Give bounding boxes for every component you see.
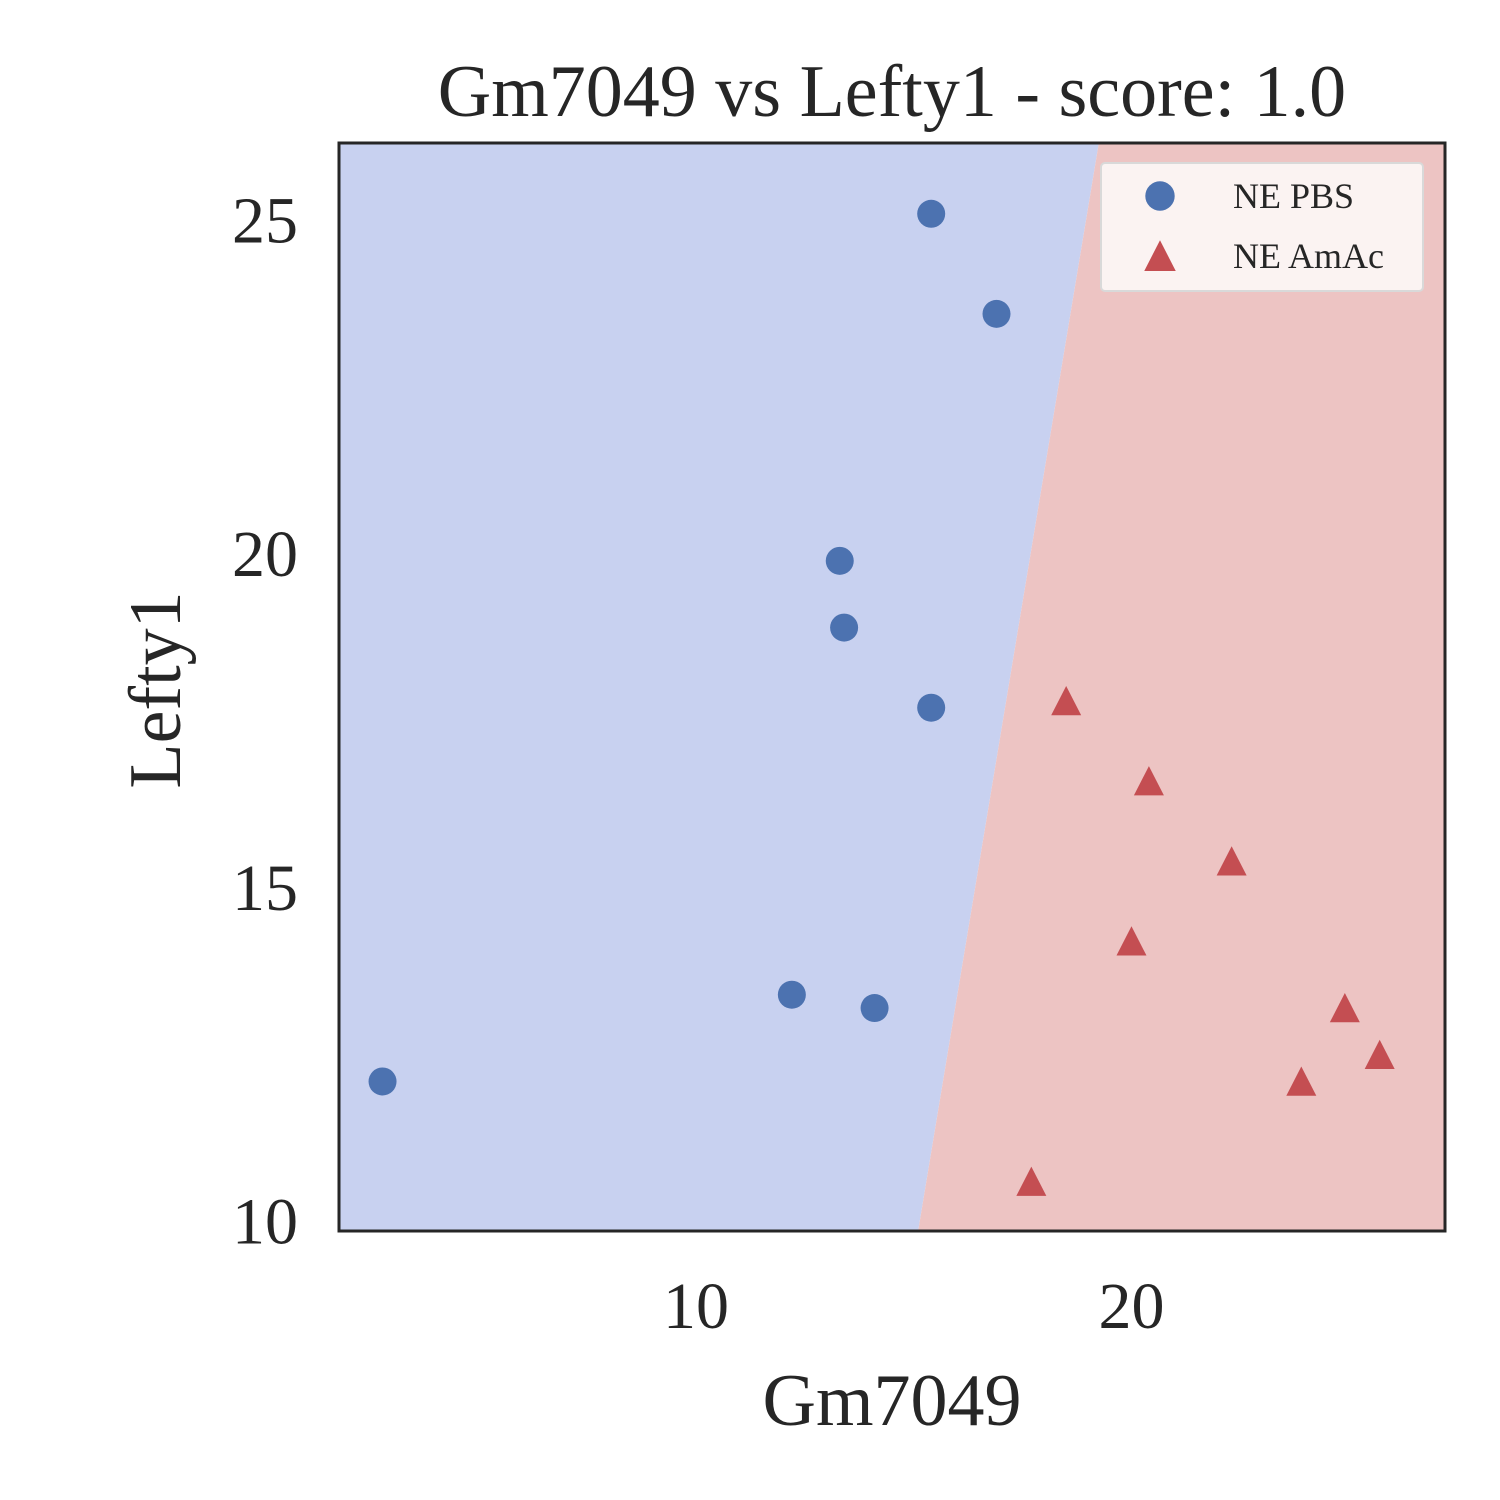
x-tick-label: 10 xyxy=(663,1270,729,1343)
ne-amac-point xyxy=(1286,1066,1317,1096)
decision-regions xyxy=(339,143,1445,1231)
ne-amac-point xyxy=(1216,846,1247,876)
legend: NE PBS NE AmAc xyxy=(1100,162,1424,292)
ne-pbs-point xyxy=(982,299,1011,328)
ne-pbs-point xyxy=(860,994,889,1023)
ne-pbs-point xyxy=(917,199,946,228)
legend-marker-2 xyxy=(1144,240,1176,271)
ne-pbs-point xyxy=(830,613,859,642)
region-ne-amac xyxy=(918,143,1445,1231)
ne-amac-point xyxy=(1051,686,1082,716)
ne-amac-point xyxy=(1116,926,1147,956)
ne-pbs-point xyxy=(368,1067,397,1096)
legend-box xyxy=(1100,162,1424,292)
ne-amac-point xyxy=(1329,993,1360,1023)
legend-label: NE AmAc xyxy=(1233,236,1384,276)
plot-frame xyxy=(337,141,1447,1233)
chart-title: Gm7049 vs Lefty1 - score: 1.0 xyxy=(438,51,1346,133)
legend-label: NE PBS xyxy=(1233,176,1354,216)
legend-marker-1 xyxy=(1145,181,1175,211)
y-tick-label: 15 xyxy=(232,852,298,925)
ne-amac-point xyxy=(1016,1166,1047,1196)
x-tick-label: 20 xyxy=(1098,1270,1164,1343)
region-ne-pbs xyxy=(339,143,1099,1231)
y-tick-label: 10 xyxy=(232,1186,298,1259)
ne-amac-point xyxy=(1133,766,1164,796)
axis-ticks: 10 20 10 15 20 25 xyxy=(232,184,1164,1343)
ne-pbs-point xyxy=(777,980,806,1009)
y-tick-label: 20 xyxy=(232,518,298,591)
ne-amac-point xyxy=(1364,1039,1395,1070)
data-points xyxy=(368,199,1395,1196)
x-axis-label: Gm7049 xyxy=(763,1360,1022,1442)
y-axis-label: Lefty1 xyxy=(115,591,197,788)
ne-pbs-point xyxy=(917,693,946,722)
y-tick-label: 25 xyxy=(232,184,298,257)
ne-pbs-point xyxy=(825,546,854,575)
